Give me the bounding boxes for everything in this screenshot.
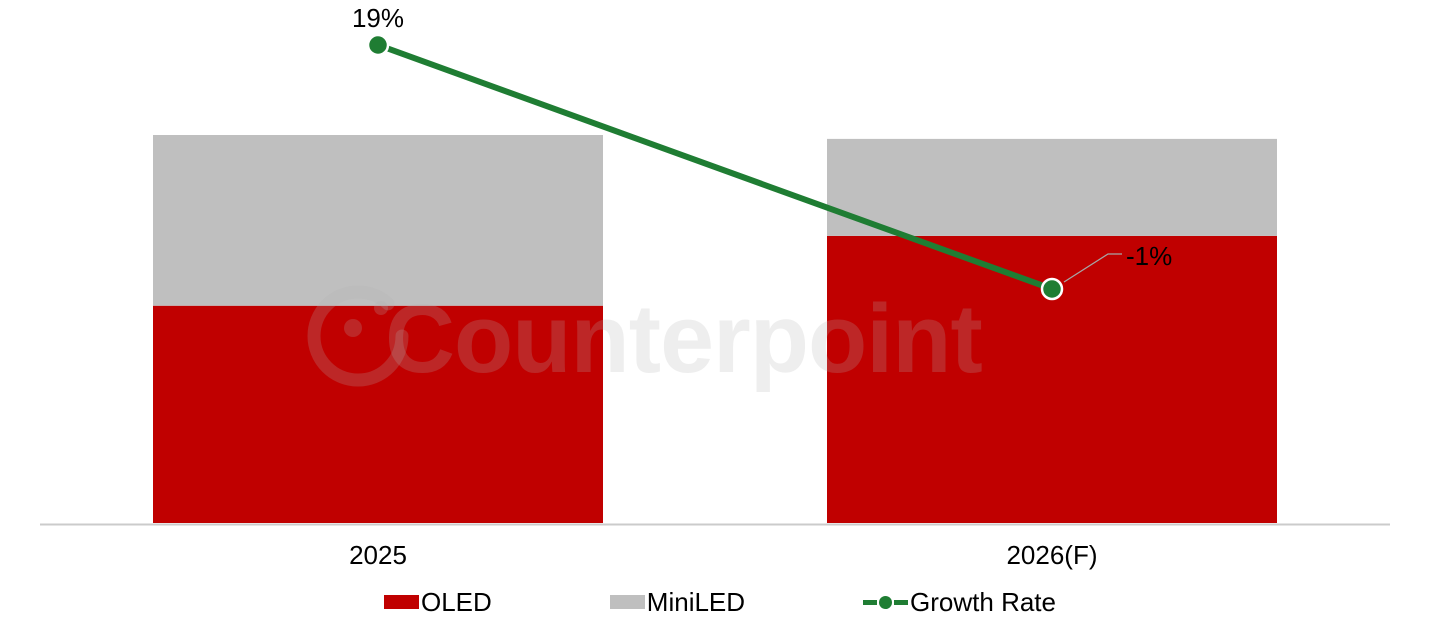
legend-item-growth-rate: Growth Rate <box>863 589 1056 615</box>
watermark-logo-icon <box>307 285 409 387</box>
bar-miniled-2026-f <box>827 138 1277 236</box>
legend-label-oled: OLED <box>420 587 492 617</box>
data-label-leader-line <box>1063 253 1122 283</box>
legend-item-miniled: MiniLED <box>609 587 746 617</box>
growth-rate-line <box>375 42 1055 292</box>
bar-miniled-2025 <box>153 135 603 306</box>
bar-oled-2025 <box>153 305 603 523</box>
legend-item-oled: OLED <box>383 587 492 617</box>
watermark-logo-tip-icon <box>374 301 388 315</box>
growth-rate-marker-2025 <box>366 33 390 57</box>
watermark-logo-dot-icon <box>344 319 362 337</box>
x-axis-label-2026-f: 2026(F) <box>1006 540 1097 570</box>
growth-rate-data-label-2025: 19% <box>352 3 404 33</box>
growth-legend-dash-icon <box>894 599 909 605</box>
miniled-swatch-icon <box>609 595 645 609</box>
legend-label-miniled: MiniLED <box>646 587 746 617</box>
growth-legend-dash-icon <box>863 599 878 605</box>
legend: OLED MiniLED Growth Rate <box>0 589 1440 615</box>
growth-rate-line-marker-icon <box>863 595 909 609</box>
growth-legend-dot-icon <box>879 595 893 609</box>
growth-rate-marker-2026-f <box>1040 277 1064 301</box>
growth-rate-data-label-2026-f: -1% <box>1126 241 1172 271</box>
legend-label-growth-rate: Growth Rate <box>910 587 1056 617</box>
x-axis-label-2025: 2025 <box>349 540 407 570</box>
watermark-text: Counterpoint <box>385 284 983 393</box>
oled-swatch-icon <box>383 595 419 609</box>
